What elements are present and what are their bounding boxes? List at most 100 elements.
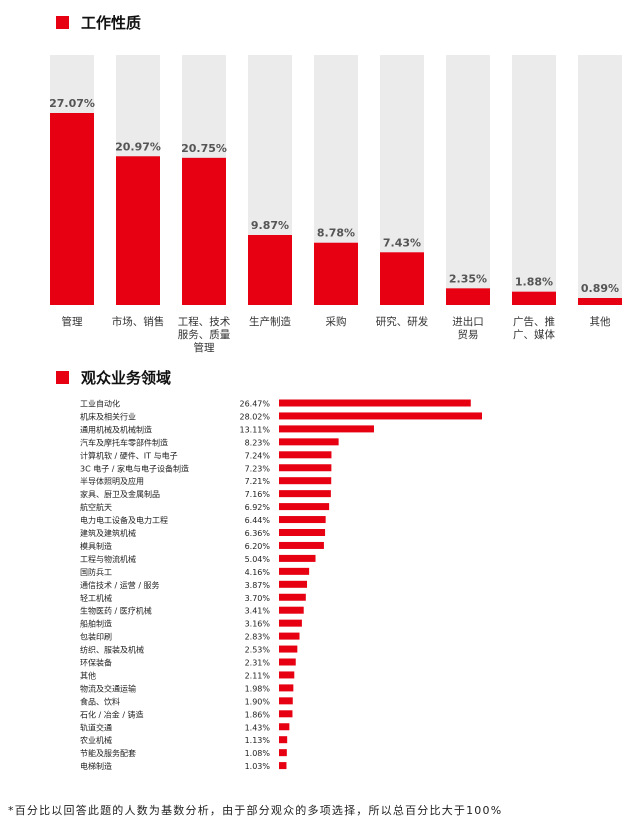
- bar: [314, 242, 358, 305]
- data-label: 9.87%: [251, 219, 289, 232]
- category-label: 通用机械及机械制造: [80, 424, 152, 434]
- category-label: 轨道交通: [80, 722, 112, 732]
- bar: [279, 762, 287, 770]
- bar: [279, 399, 471, 407]
- data-label: 28.02%: [239, 412, 270, 421]
- data-label: 2.53%: [245, 646, 271, 655]
- data-label: 1.03%: [245, 762, 271, 771]
- category-label: 生产制造: [249, 315, 291, 328]
- section-marker-icon: [56, 371, 69, 384]
- footnote: *百分比以回答此题的人数为基数分析，由于部分观众的多项选择，所以总百分比大于10…: [8, 804, 503, 817]
- bar: [279, 490, 331, 498]
- bar: [279, 684, 294, 692]
- category-label: 包装印刷: [80, 632, 112, 642]
- bar: [279, 464, 332, 472]
- category-label: 3C 电子 / 家电与电子设备制造: [80, 463, 189, 473]
- section-marker-icon: [56, 16, 69, 29]
- bar: [279, 567, 310, 575]
- bar: [279, 736, 288, 744]
- category-label: 计算机软 / 硬件、IT 与电子: [80, 450, 178, 460]
- bar: [248, 234, 292, 305]
- bar: [446, 288, 490, 305]
- data-label: 20.75%: [181, 142, 227, 155]
- bar: [279, 606, 304, 614]
- bar: [279, 503, 330, 511]
- bar: [279, 619, 302, 627]
- category-label: 管理: [194, 341, 215, 354]
- data-label: 2.83%: [245, 633, 271, 642]
- data-label: 7.21%: [245, 477, 271, 486]
- data-label: 3.70%: [245, 594, 271, 603]
- category-label: 船舶制造: [80, 619, 112, 629]
- category-label: 模具制造: [80, 541, 112, 551]
- category-label: 生物医药 / 医疗机械: [80, 606, 152, 616]
- data-label: 2.11%: [245, 671, 271, 680]
- data-label: 1.90%: [245, 697, 271, 706]
- category-label: 研究、研发: [376, 315, 429, 328]
- data-label: 7.43%: [383, 236, 421, 249]
- category-label: 其他: [80, 670, 96, 680]
- bar-track: [578, 55, 622, 305]
- data-label: 7.16%: [245, 490, 271, 499]
- bar: [279, 541, 324, 549]
- category-label: 市场、销售: [112, 315, 165, 328]
- data-label: 1.08%: [245, 749, 271, 758]
- data-label: 13.11%: [239, 425, 270, 434]
- category-label: 石化 / 冶金 / 铸造: [80, 709, 144, 719]
- bar: [279, 593, 306, 601]
- section-title-business-field: 观众业务领域: [56, 367, 171, 388]
- data-label: 8.78%: [317, 227, 355, 240]
- bar: [380, 252, 424, 305]
- data-label: 27.07%: [49, 97, 95, 110]
- data-label: 5.04%: [245, 555, 271, 564]
- data-label: 20.97%: [115, 140, 161, 153]
- bar: [279, 658, 296, 666]
- data-label: 2.35%: [449, 272, 487, 285]
- bar: [182, 157, 226, 305]
- section-title-text: 工作性质: [81, 14, 142, 32]
- data-label: 3.87%: [245, 581, 271, 590]
- category-label: 汽车及摩托车零部件制造: [80, 437, 168, 447]
- bar: [279, 580, 308, 588]
- category-label: 进出口: [452, 315, 484, 328]
- bar: [279, 749, 287, 757]
- bar: [116, 156, 160, 305]
- data-label: 26.47%: [239, 400, 270, 409]
- bar: [279, 645, 298, 653]
- category-label: 工程与物流机械: [80, 554, 136, 564]
- bar: [279, 671, 295, 679]
- bar: [279, 710, 293, 718]
- category-label: 广告、推: [513, 315, 555, 328]
- section-title-job-nature: 工作性质: [56, 12, 141, 33]
- category-label: 电力电工设备及电力工程: [80, 515, 168, 525]
- category-label: 建筑及建筑机械: [80, 528, 136, 538]
- bar: [279, 425, 374, 433]
- data-label: 7.23%: [245, 464, 271, 473]
- data-label: 6.92%: [245, 503, 271, 512]
- bar: [279, 697, 293, 705]
- data-label: 4.16%: [245, 568, 271, 577]
- category-label: 电梯制造: [80, 761, 112, 771]
- category-label: 工程、技术: [178, 315, 231, 328]
- data-label: 3.41%: [245, 607, 271, 616]
- category-label: 农业机械: [80, 735, 112, 745]
- data-label: 6.20%: [245, 542, 271, 551]
- data-label: 3.16%: [245, 620, 271, 629]
- data-label: 0.89%: [581, 282, 619, 295]
- category-label: 纺织、服装及机械: [80, 645, 144, 655]
- bar: [578, 298, 622, 305]
- category-label: 轻工机械: [80, 593, 112, 603]
- data-label: 1.13%: [245, 736, 271, 745]
- category-label: 贸易: [458, 329, 479, 341]
- business-field-chart: 工业自动化 26.47% 机床及相关行业 28.02% 通用机械及机械制造 13.11% 汽…: [80, 399, 482, 771]
- category-label: 管理: [62, 315, 83, 328]
- job-nature-chart: 27.07%管理20.97%市场、销售20.75%工程、技术服务、质量管理9.8…: [49, 55, 622, 354]
- data-label: 2.31%: [245, 659, 271, 668]
- bar: [512, 291, 556, 305]
- bar-track: [512, 55, 556, 305]
- category-label: 航空航天: [80, 502, 112, 512]
- bar: [279, 529, 326, 536]
- category-label: 机床及相关行业: [80, 411, 136, 421]
- category-label: 国防兵工: [80, 567, 112, 577]
- category-label: 其他: [590, 315, 611, 328]
